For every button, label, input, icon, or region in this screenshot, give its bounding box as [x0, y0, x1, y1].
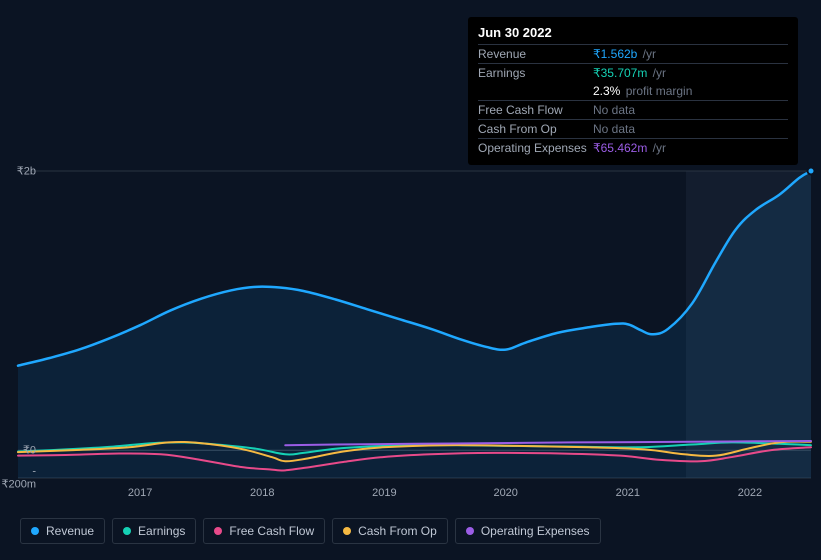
legend-dot — [343, 527, 351, 535]
x-tick-label: 2019 — [372, 487, 396, 499]
x-tick-label: 2017 — [128, 487, 152, 499]
y-tick-label: -₹200m — [0, 466, 36, 491]
y-tick-label: ₹0 — [23, 444, 36, 457]
x-tick-label: 2020 — [493, 487, 517, 499]
tooltip-row: Cash From OpNo data — [478, 119, 788, 138]
tooltip-row-value: No data — [593, 103, 635, 117]
x-tick-label: 2018 — [250, 487, 274, 499]
tooltip: Jun 30 2022 Revenue₹1.562b /yrEarnings₹3… — [468, 17, 798, 165]
legend-label: Operating Expenses — [481, 524, 590, 538]
tooltip-row-value: ₹65.462m /yr — [593, 141, 666, 155]
tooltip-row-label: Free Cash Flow — [478, 103, 593, 117]
tooltip-row: Free Cash FlowNo data — [478, 100, 788, 119]
x-tick-label: 2021 — [616, 487, 640, 499]
tooltip-row-value: ₹35.707m /yr — [593, 66, 666, 80]
legend-item-operating-expenses[interactable]: Operating Expenses — [455, 518, 601, 544]
legend-item-cash-from-op[interactable]: Cash From Op — [332, 518, 448, 544]
legend-item-revenue[interactable]: Revenue — [20, 518, 105, 544]
tooltip-row-value: 2.3% profit margin — [593, 84, 692, 98]
tooltip-row: Earnings₹35.707m /yr — [478, 63, 788, 82]
tooltip-date: Jun 30 2022 — [478, 25, 788, 40]
y-tick-label: ₹2b — [17, 165, 36, 178]
legend-dot — [123, 527, 131, 535]
tooltip-row: 2.3% profit margin — [478, 82, 788, 100]
legend-label: Revenue — [46, 524, 94, 538]
legend: Revenue Earnings Free Cash Flow Cash From O… — [20, 518, 601, 544]
hover-marker — [807, 167, 816, 176]
chart-plot — [18, 171, 811, 478]
tooltip-row: Revenue₹1.562b /yr — [478, 44, 788, 63]
x-tick-label: 2022 — [738, 487, 762, 499]
series-svg — [18, 171, 811, 478]
legend-label: Free Cash Flow — [229, 524, 314, 538]
legend-dot — [31, 527, 39, 535]
tooltip-row-label — [478, 84, 593, 98]
tooltip-row-label: Operating Expenses — [478, 141, 593, 155]
legend-dot — [214, 527, 222, 535]
tooltip-row-value: ₹1.562b /yr — [593, 47, 656, 61]
legend-item-free-cash-flow[interactable]: Free Cash Flow — [203, 518, 325, 544]
tooltip-row-value: No data — [593, 122, 635, 136]
tooltip-rows: Revenue₹1.562b /yrEarnings₹35.707m /yr2.… — [478, 44, 788, 157]
legend-label: Cash From Op — [358, 524, 437, 538]
legend-item-earnings[interactable]: Earnings — [112, 518, 196, 544]
legend-label: Earnings — [138, 524, 185, 538]
tooltip-row-label: Revenue — [478, 47, 593, 61]
legend-dot — [466, 527, 474, 535]
tooltip-row-label: Cash From Op — [478, 122, 593, 136]
tooltip-row-label: Earnings — [478, 66, 593, 80]
tooltip-row: Operating Expenses₹65.462m /yr — [478, 138, 788, 157]
